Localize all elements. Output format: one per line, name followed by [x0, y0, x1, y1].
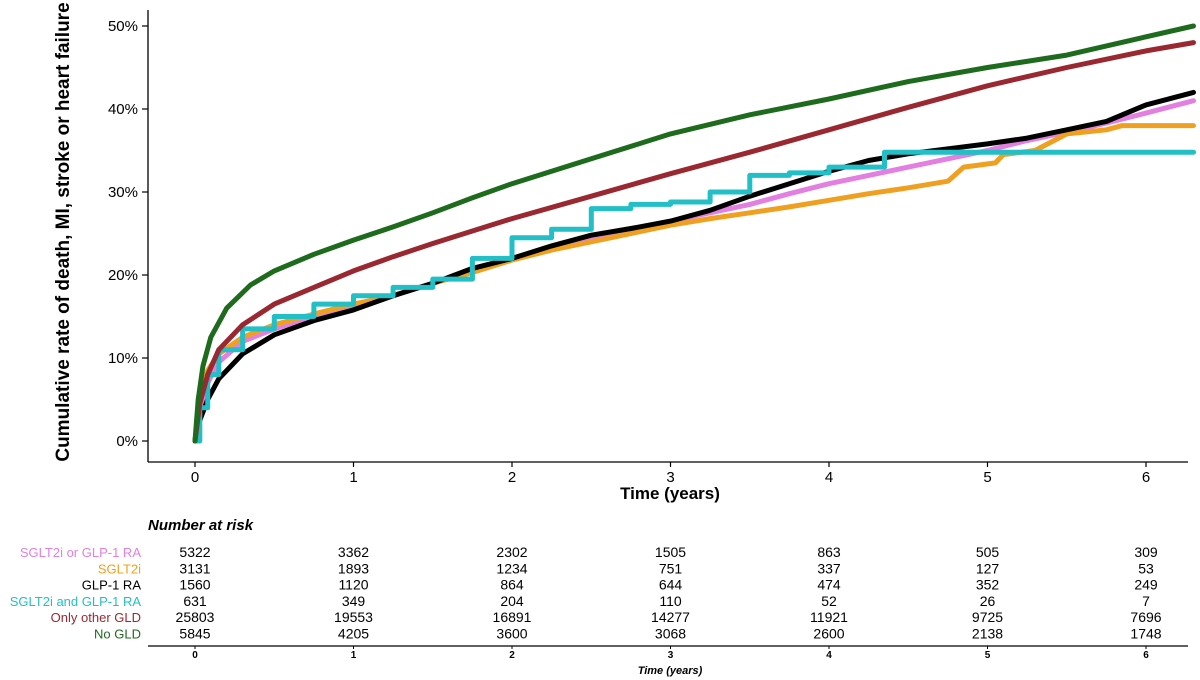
risk-count: 2302: [496, 544, 527, 560]
risk-count: 349: [342, 593, 366, 609]
risk-count: 352: [976, 577, 1000, 593]
risk-count: 644: [659, 577, 683, 593]
y-axis-label: Cumulative rate of death, MI, stroke or …: [53, 2, 74, 461]
risk-table-rows: SGLT2i or GLP-1 RA 5322 3362 2302 1505 863 505…: [10, 544, 1162, 642]
risk-tick-label: 0: [192, 650, 198, 661]
x-tick-label: 6: [1142, 469, 1150, 486]
risk-count: 505: [976, 544, 1000, 560]
y-tick-label: 0%: [116, 433, 138, 450]
x-tick-label: 5: [983, 469, 991, 486]
risk-count: 16891: [493, 609, 532, 625]
risk-count: 25803: [176, 609, 215, 625]
risk-row-label: SGLT2i and GLP-1 RA: [10, 594, 142, 609]
risk-count: 864: [500, 577, 524, 593]
risk-count: 52: [821, 593, 837, 609]
series-line-sglt2i-and-glp-1-ra: [192, 149, 1196, 444]
y-tick-label: 40%: [108, 101, 138, 118]
x-axis: 0 1 2 3 4 5 6: [148, 461, 1188, 486]
risk-row-label: SGLT2i or GLP-1 RA: [20, 545, 141, 560]
risk-count: 26: [980, 593, 996, 609]
x-axis-label: Time (years): [620, 484, 720, 503]
risk-count: 1748: [1130, 626, 1161, 642]
risk-count: 631: [183, 593, 207, 609]
risk-count: 3068: [655, 626, 686, 642]
risk-count: 863: [817, 544, 841, 560]
x-tick-label: 2: [508, 469, 516, 486]
risk-tick-label: 1: [351, 650, 357, 661]
series-line-sglt2i: [192, 123, 1196, 444]
risk-table-x-label: Time (years): [638, 665, 703, 677]
risk-table-axis: 0 1 2 3 4 5 6: [148, 645, 1188, 661]
risk-tick-label: 4: [826, 650, 832, 661]
risk-count: 7: [1142, 593, 1150, 609]
risk-tick-label: 5: [985, 650, 991, 661]
series-line-no-gld: [192, 23, 1196, 444]
risk-count: 1560: [179, 577, 210, 593]
y-tick-label: 10%: [108, 350, 138, 367]
risk-count: 2600: [813, 626, 844, 642]
risk-row-label: SGLT2i: [98, 561, 141, 576]
risk-count: 3600: [496, 626, 527, 642]
risk-count: 309: [1134, 544, 1158, 560]
risk-count: 5845: [179, 626, 210, 642]
risk-row-label: No GLD: [94, 627, 141, 642]
y-tick-label: 30%: [108, 184, 138, 201]
y-axis: 0% 10% 20% 30% 40% 50%: [108, 10, 149, 462]
risk-count: 249: [1134, 577, 1158, 593]
risk-count: 204: [500, 593, 524, 609]
risk-table-title: Number at risk: [148, 517, 254, 534]
risk-tick-label: 2: [509, 650, 515, 661]
risk-count: 2138: [972, 626, 1003, 642]
risk-count: 5322: [179, 544, 210, 560]
x-tick-label: 0: [191, 469, 199, 486]
risk-count: 1234: [496, 560, 527, 576]
risk-count: 7696: [1130, 609, 1161, 625]
risk-tick-label: 3: [668, 650, 674, 661]
risk-count: 14277: [651, 609, 690, 625]
y-tick-label: 50%: [108, 18, 138, 35]
risk-row-label: GLP-1 RA: [82, 578, 142, 593]
risk-count: 53: [1138, 560, 1154, 576]
risk-count: 9725: [972, 609, 1003, 625]
risk-count: 19553: [334, 609, 373, 625]
x-tick-label: 3: [666, 469, 674, 486]
risk-count: 3362: [338, 544, 369, 560]
risk-count: 751: [659, 560, 683, 576]
x-tick-label: 1: [349, 469, 357, 486]
risk-count: 337: [817, 560, 841, 576]
risk-table: Number at risk SGLT2i or GLP-1 RA 5322 336…: [10, 517, 1188, 677]
risk-count: 127: [976, 560, 1000, 576]
risk-row-label: Only other GLD: [51, 610, 141, 625]
series-line-only-other-gld: [192, 40, 1196, 444]
risk-count: 4205: [338, 626, 369, 642]
risk-count: 110: [659, 593, 682, 609]
y-tick-label: 20%: [108, 267, 138, 284]
risk-count: 3131: [179, 560, 210, 576]
risk-count: 474: [817, 577, 841, 593]
risk-tick-label: 6: [1143, 650, 1149, 661]
series-line-glp-1-ra: [192, 89, 1196, 444]
x-tick-label: 4: [825, 469, 833, 486]
risk-count: 11921: [810, 609, 848, 625]
risk-count: 1505: [655, 544, 686, 560]
risk-count: 1120: [338, 577, 368, 593]
risk-count: 1893: [338, 560, 369, 576]
plot-lines: [192, 23, 1196, 444]
